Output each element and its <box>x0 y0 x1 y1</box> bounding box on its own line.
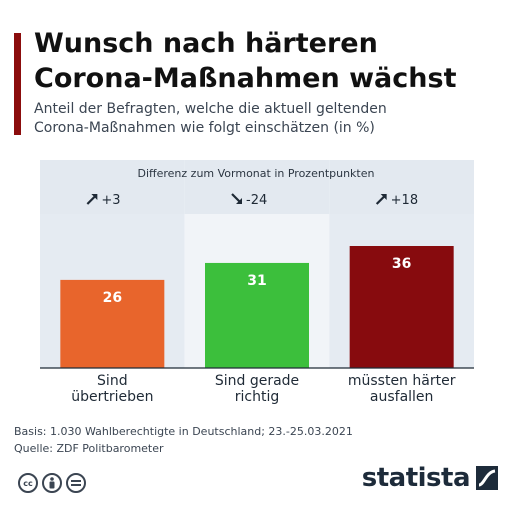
category-label: übertrieben <box>71 389 153 405</box>
category-label: müssten härter <box>348 373 456 389</box>
bar <box>349 246 454 368</box>
arrow-up-right-icon <box>375 194 387 205</box>
change-value: +3 <box>101 193 120 208</box>
statista-mark-icon <box>476 466 498 490</box>
title-line-1: Wunsch nach härteren <box>34 28 378 59</box>
cc-icon[interactable]: cc <box>18 473 38 493</box>
subtitle-line-2: Corona-Maßnahmen wie folgt einschätzen (… <box>34 120 375 136</box>
change-panel-bg <box>184 160 330 214</box>
category-label: Sind gerade <box>215 373 299 389</box>
change-panel-bg <box>40 160 185 214</box>
bar-value-label: 31 <box>247 273 266 289</box>
title-line-2: Corona-Maßnahmen wächst <box>34 63 457 94</box>
category-label: Sind <box>97 373 128 389</box>
basis-note: Basis: 1.030 Wahlberechtigte in Deutschl… <box>14 425 353 438</box>
bar-value-label: 26 <box>103 290 122 306</box>
change-value: +18 <box>391 193 418 208</box>
title-accent-bar <box>14 33 21 135</box>
bar <box>205 262 309 368</box>
change-header: Differenz zum Vormonat in Prozentpunkten <box>138 167 375 180</box>
no-derivatives-icon[interactable] <box>66 473 86 493</box>
change-value: -24 <box>246 193 267 208</box>
change-panel-bg <box>329 160 474 214</box>
brand-name: statista <box>361 463 471 493</box>
chart-subtitle: Anteil der Befragten, welche die aktuell… <box>34 100 504 138</box>
by-person-icon[interactable] <box>42 473 62 493</box>
arrow-up-right-icon <box>86 194 98 205</box>
license-icons: cc <box>18 473 86 493</box>
arrow-down-right-icon <box>231 193 242 204</box>
bar-value-label: 36 <box>392 256 411 272</box>
statista-logo[interactable]: statista <box>362 463 498 493</box>
source-note: Quelle: ZDF Politbarometer <box>14 442 164 455</box>
subtitle-line-1: Anteil der Befragten, welche die aktuell… <box>34 101 387 117</box>
chart-title: Wunsch nach härteren Corona-Maßnahmen wä… <box>34 26 504 96</box>
category-label: ausfallen <box>370 389 434 405</box>
bar <box>60 279 165 368</box>
category-label: richtig <box>235 389 279 405</box>
